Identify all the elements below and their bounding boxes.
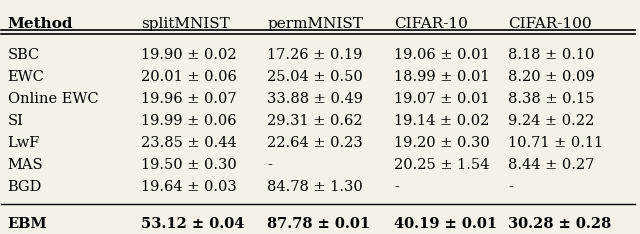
Text: -: -: [268, 158, 272, 172]
Text: 40.19 ± 0.01: 40.19 ± 0.01: [394, 217, 497, 231]
Text: BGD: BGD: [8, 180, 42, 194]
Text: Method: Method: [8, 17, 73, 31]
Text: LwF: LwF: [8, 136, 40, 150]
Text: EWC: EWC: [8, 69, 45, 84]
Text: 19.99 ± 0.06: 19.99 ± 0.06: [141, 114, 236, 128]
Text: 8.18 ± 0.10: 8.18 ± 0.10: [508, 48, 595, 62]
Text: 17.26 ± 0.19: 17.26 ± 0.19: [268, 48, 363, 62]
Text: 19.20 ± 0.30: 19.20 ± 0.30: [394, 136, 490, 150]
Text: SBC: SBC: [8, 48, 40, 62]
Text: 19.07 ± 0.01: 19.07 ± 0.01: [394, 92, 490, 106]
Text: 19.50 ± 0.30: 19.50 ± 0.30: [141, 158, 236, 172]
Text: CIFAR-100: CIFAR-100: [508, 17, 591, 31]
Text: 18.99 ± 0.01: 18.99 ± 0.01: [394, 69, 490, 84]
Text: 19.64 ± 0.03: 19.64 ± 0.03: [141, 180, 236, 194]
Text: 33.88 ± 0.49: 33.88 ± 0.49: [268, 92, 364, 106]
Text: 9.24 ± 0.22: 9.24 ± 0.22: [508, 114, 594, 128]
Text: CIFAR-10: CIFAR-10: [394, 17, 468, 31]
Text: Online EWC: Online EWC: [8, 92, 99, 106]
Text: 25.04 ± 0.50: 25.04 ± 0.50: [268, 69, 363, 84]
Text: EBM: EBM: [8, 217, 47, 231]
Text: 8.20 ± 0.09: 8.20 ± 0.09: [508, 69, 595, 84]
Text: 19.14 ± 0.02: 19.14 ± 0.02: [394, 114, 490, 128]
Text: MAS: MAS: [8, 158, 44, 172]
Text: 84.78 ± 1.30: 84.78 ± 1.30: [268, 180, 363, 194]
Text: 8.38 ± 0.15: 8.38 ± 0.15: [508, 92, 595, 106]
Text: 20.01 ± 0.06: 20.01 ± 0.06: [141, 69, 237, 84]
Text: 53.12 ± 0.04: 53.12 ± 0.04: [141, 217, 244, 231]
Text: 87.78 ± 0.01: 87.78 ± 0.01: [268, 217, 371, 231]
Text: 23.85 ± 0.44: 23.85 ± 0.44: [141, 136, 236, 150]
Text: -: -: [394, 180, 399, 194]
Text: permMNIST: permMNIST: [268, 17, 363, 31]
Text: 10.71 ± 0.11: 10.71 ± 0.11: [508, 136, 603, 150]
Text: -: -: [508, 180, 513, 194]
Text: splitMNIST: splitMNIST: [141, 17, 229, 31]
Text: 19.96 ± 0.07: 19.96 ± 0.07: [141, 92, 236, 106]
Text: 20.25 ± 1.54: 20.25 ± 1.54: [394, 158, 490, 172]
Text: SI: SI: [8, 114, 24, 128]
Text: 19.90 ± 0.02: 19.90 ± 0.02: [141, 48, 236, 62]
Text: 22.64 ± 0.23: 22.64 ± 0.23: [268, 136, 363, 150]
Text: 29.31 ± 0.62: 29.31 ± 0.62: [268, 114, 363, 128]
Text: 8.44 ± 0.27: 8.44 ± 0.27: [508, 158, 595, 172]
Text: 30.28 ± 0.28: 30.28 ± 0.28: [508, 217, 611, 231]
Text: 19.06 ± 0.01: 19.06 ± 0.01: [394, 48, 490, 62]
